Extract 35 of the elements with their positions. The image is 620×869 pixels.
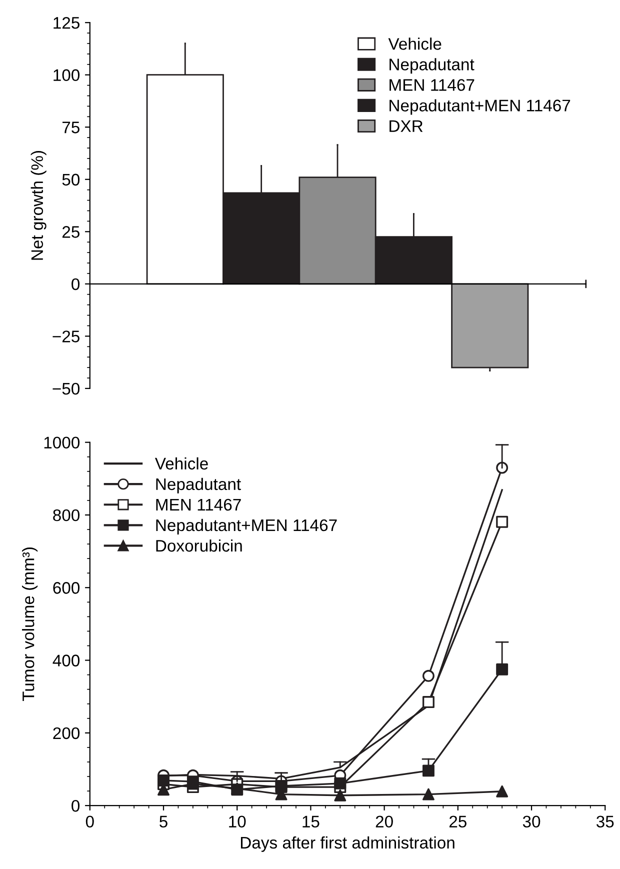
y-tick-label: 75 — [62, 122, 80, 134]
y-tick-label: 100 — [54, 69, 80, 82]
y-tick-label: 400 — [52, 654, 80, 666]
y-tick-label: −25 — [52, 330, 80, 342]
y-tick-label: 600 — [53, 582, 80, 594]
y-tick-label: −50 — [52, 382, 80, 395]
y-axis-title: Net growth (%) — [30, 150, 46, 260]
legend-label: MEN 11467 — [156, 498, 241, 511]
legend-label: Doxorubicin — [156, 539, 242, 552]
y-tick-label: 125 — [54, 16, 80, 29]
y-tick-label: 50 — [62, 174, 80, 186]
legend-label: Nepadutant — [156, 478, 241, 494]
y-tick-label: 0 — [72, 278, 80, 290]
x-tick-label: 30 — [522, 816, 540, 828]
legend-label: Nepadutant+MEN 11467 — [390, 99, 570, 115]
x-tick-label: 35 — [596, 816, 614, 828]
x-tick-label: 0 — [86, 816, 94, 828]
x-tick-label: 15 — [302, 816, 320, 828]
legend-label: Vehicle — [154, 457, 208, 470]
y-tick-label: 800 — [53, 509, 80, 522]
y-tick-label: 1000 — [44, 436, 80, 449]
y-tick-label: 200 — [53, 727, 80, 740]
legend-label: Vehicle — [388, 38, 442, 50]
legend-label: Nepadutant+MEN 11467 — [156, 518, 337, 534]
x-axis-title: Days after first administration — [240, 836, 454, 852]
legend-label: MEN 11467 — [390, 79, 474, 91]
x-tick-label: 5 — [160, 816, 168, 828]
legend-label: Nepadutant — [390, 58, 474, 74]
y-axis-title: Tumor volume (mm³) — [22, 548, 38, 702]
y-tick-label: 25 — [62, 226, 80, 238]
legend-label: DXR — [390, 120, 423, 132]
x-tick-label: 20 — [376, 816, 393, 828]
x-tick-label: 10 — [229, 816, 246, 828]
y-tick-label: 0 — [72, 800, 80, 812]
x-tick-label: 25 — [449, 816, 466, 828]
